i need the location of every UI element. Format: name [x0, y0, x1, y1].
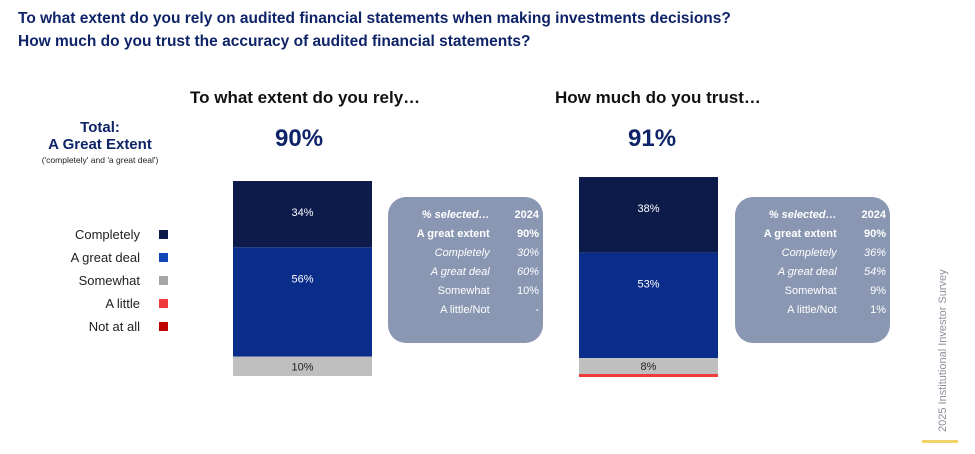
legend-swatch	[159, 276, 168, 285]
table-header-row: % selected… 2024	[398, 205, 543, 224]
legend-swatch	[159, 299, 168, 308]
panel-2-total: 91%	[628, 125, 677, 152]
table-cell-value: 30%	[516, 246, 539, 259]
table-cell-value: 36%	[863, 246, 886, 259]
bar-data-label: 53%	[637, 279, 659, 291]
panel-1-title: To what extent do you rely…	[190, 88, 421, 107]
total-subtitle: ('completely' and 'a great deal')	[41, 155, 159, 165]
bar-data-label: 8%	[641, 361, 657, 373]
bar-segment-somewhat	[579, 358, 718, 375]
total-title-line-2: A Great Extent	[48, 136, 152, 153]
legend-item-a-great-deal: A great deal	[40, 250, 168, 265]
table-row: Somewhat 10%	[398, 281, 543, 300]
legend-item-completely: Completely	[40, 227, 168, 242]
panel-1-table-box: % selected… 2024 A great extent 90% Comp…	[388, 197, 543, 343]
question-2: How much do you trust the accuracy of au…	[18, 33, 531, 50]
bar-segment-a-great-deal	[233, 247, 372, 357]
table-cell-value: 9%	[870, 284, 886, 297]
table-cell-value: 10%	[516, 284, 539, 297]
legend-swatch	[159, 230, 168, 239]
table-header-cell: % selected…	[421, 208, 490, 221]
table-cell-label: Completely	[781, 246, 837, 259]
panel-2-table-box: % selected… 2024 A great extent 90% Comp…	[735, 197, 890, 343]
table-cell-label: A little/Not	[787, 303, 837, 316]
bar-segment-a-little	[579, 374, 718, 378]
bar-segment-somewhat	[233, 356, 372, 376]
panel-1-total: 90%	[275, 125, 324, 152]
table-row: A great extent 90%	[398, 224, 543, 243]
table-cell-label: A great extent	[416, 227, 490, 240]
bar-data-label: 10%	[291, 361, 313, 373]
legend-swatch	[159, 253, 168, 262]
table-header-cell: % selected…	[768, 208, 837, 221]
bar-data-label: 34%	[291, 207, 313, 219]
survey-side-label: 2025 Institutional Investor Survey	[937, 269, 949, 432]
bar-segment-completely	[233, 181, 372, 248]
bar-data-label: 56%	[291, 273, 313, 285]
table-header-cell: 2024	[861, 208, 886, 221]
legend-item-somewhat: Somewhat	[40, 273, 168, 288]
legend-label: A little	[105, 296, 140, 311]
panel-2-table: % selected… 2024 A great extent 90% Comp…	[745, 205, 890, 319]
legend-item-not-at-all: Not at all	[40, 319, 168, 334]
accent-line	[922, 440, 958, 443]
table-row: A little/Not -	[398, 300, 543, 319]
table-cell-value: 60%	[516, 265, 539, 278]
table-cell-label: A great extent	[763, 227, 837, 240]
table-cell-value: 1%	[870, 303, 886, 316]
table-row: A great deal 60%	[398, 262, 543, 281]
total-title: Total: A Great Extent	[20, 119, 180, 153]
bar-segment-completely	[579, 177, 718, 253]
table-cell-label: A great deal	[430, 265, 490, 278]
table-cell-value: 90%	[863, 227, 886, 240]
table-cell-label: A little/Not	[440, 303, 490, 316]
table-row: Somewhat 9%	[745, 281, 890, 300]
legend-swatch	[159, 322, 168, 331]
table-header-row: % selected… 2024	[745, 205, 890, 224]
legend-label: Somewhat	[78, 273, 140, 288]
question-1: To what extent do you rely on audited fi…	[18, 10, 731, 27]
table-cell-value: 54%	[863, 265, 886, 278]
panel-2-title: How much do you trust…	[555, 88, 761, 107]
table-row: Completely 36%	[745, 243, 890, 262]
table-cell-label: Completely	[434, 246, 490, 259]
legend-label: Not at all	[88, 319, 140, 334]
legend-label: A great deal	[70, 250, 140, 265]
table-cell-value: 90%	[516, 227, 539, 240]
legend-item-a-little: A little	[40, 296, 168, 311]
legend-label: Completely	[74, 227, 140, 242]
table-row: Completely 30%	[398, 243, 543, 262]
table-cell-label: Somewhat	[437, 284, 490, 297]
bar-data-label: 38%	[637, 203, 659, 215]
table-header-cell: 2024	[514, 208, 539, 221]
table-cell-label: Somewhat	[784, 284, 837, 297]
table-cell-value: -	[535, 303, 539, 316]
bar-segment-a-great-deal	[579, 252, 718, 359]
table-row: A great extent 90%	[745, 224, 890, 243]
table-row: A great deal 54%	[745, 262, 890, 281]
table-row: A little/Not 1%	[745, 300, 890, 319]
table-cell-label: A great deal	[777, 265, 837, 278]
total-title-line-1: Total:	[80, 119, 120, 136]
panel-1-table: % selected… 2024 A great extent 90% Comp…	[398, 205, 543, 319]
